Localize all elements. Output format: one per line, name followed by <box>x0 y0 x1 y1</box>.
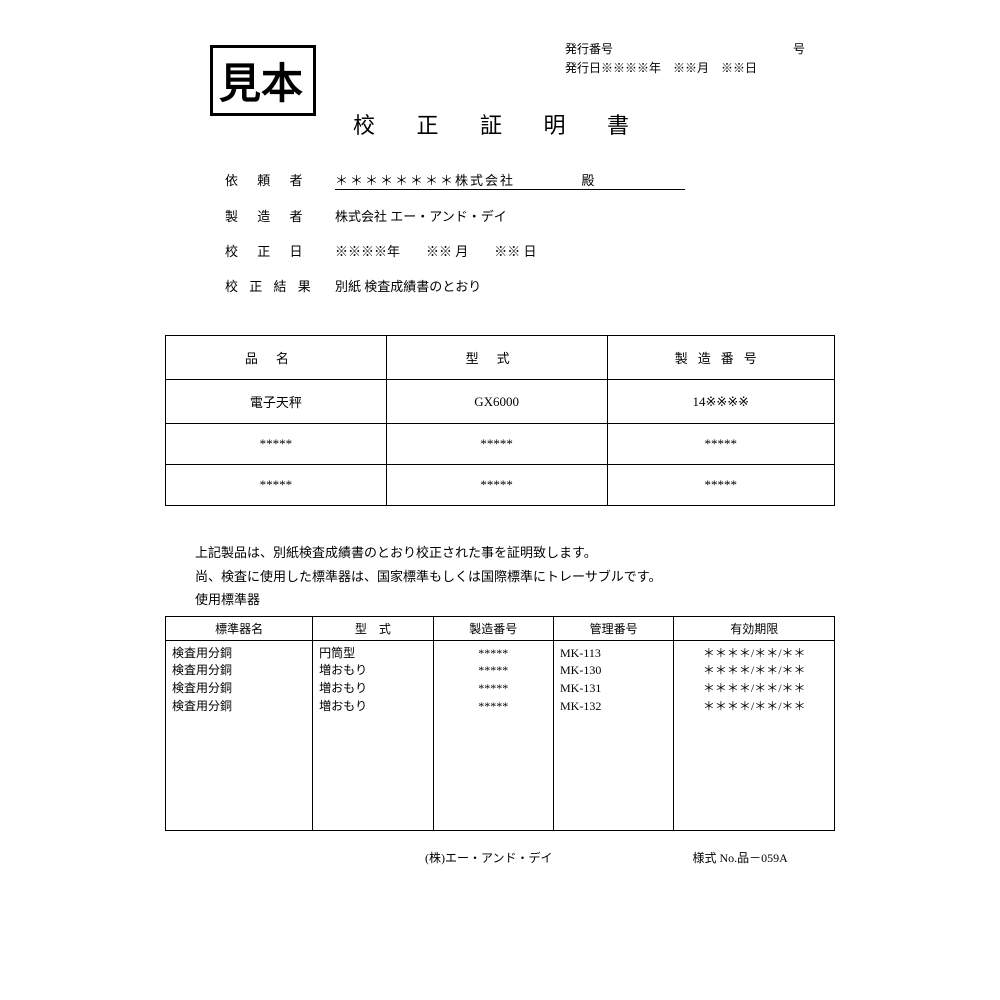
cell: 14※※※※ <box>607 380 834 424</box>
table-row: 電子天秤 GX6000 14※※※※ <box>166 380 835 424</box>
issue-no-suffix: 号 <box>793 40 805 59</box>
cell: 電子天秤 <box>166 380 387 424</box>
header-right: 発行番号 号 発行日 ※※※※年 ※※月 ※※日 <box>565 40 835 78</box>
cell: ***** <box>440 680 547 697</box>
std-col-model: 型 式 <box>313 616 433 640</box>
cell: ***** <box>386 465 607 506</box>
manufacturer-label: 製 造 者 <box>225 206 335 225</box>
requester-value: ＊＊＊＊＊＊＊＊株式会社 <box>335 173 515 188</box>
requester-suffix: 殿 <box>582 173 595 188</box>
cell: 円筒型 <box>319 645 426 662</box>
cell: 検査用分銅 <box>172 698 306 715</box>
footer: (株)エー・アンド・デイ 様式 No.品－059A <box>165 849 835 866</box>
std-body-exp: ＊＊＊＊/＊＊/＊＊ ＊＊＊＊/＊＊/＊＊ ＊＊＊＊/＊＊/＊＊ ＊＊＊＊/＊＊… <box>674 640 835 830</box>
std-body-mgmt: MK-113 MK-130 MK-131 MK-132 <box>553 640 673 830</box>
std-col-mgmt: 管理番号 <box>553 616 673 640</box>
footer-company: (株)エー・アンド・デイ <box>425 849 553 866</box>
result-label: 校 正 結 果 <box>225 276 335 295</box>
issue-no-label: 発行番号 <box>565 40 613 59</box>
cell: ***** <box>440 645 547 662</box>
standards-table: 標準器名 型 式 製造番号 管理番号 有効期限 検査用分銅 検査用分銅 検査用分… <box>165 616 835 831</box>
cell: 増おもり <box>319 680 426 697</box>
cell: ＊＊＊＊/＊＊/＊＊ <box>680 662 828 679</box>
cell: MK-132 <box>560 698 667 715</box>
cell: ***** <box>607 424 834 465</box>
footer-form: 様式 No.品－059A <box>693 849 788 866</box>
cell: 増おもり <box>319 662 426 679</box>
document-title: 校 正 証 明 書 <box>165 108 835 140</box>
cell: 検査用分銅 <box>172 662 306 679</box>
table-row: 検査用分銅 検査用分銅 検査用分銅 検査用分銅 円筒型 増おもり 増おもり 増お… <box>166 640 835 830</box>
cal-date-value: ※※※※年 ※※ 月 ※※ 日 <box>335 241 835 260</box>
issue-date-value: ※※※※年 ※※月 ※※日 <box>601 59 757 78</box>
cell: MK-131 <box>560 680 667 697</box>
cell: 検査用分銅 <box>172 645 306 662</box>
cert-line2: 尚、検査に使用した標準器は、国家標準もしくは国際標準にトレーサブルです。 <box>195 565 835 588</box>
cell: MK-130 <box>560 662 667 679</box>
manufacturer-value: 株式会社 エー・アンド・デイ <box>335 206 835 225</box>
cell: 増おもり <box>319 698 426 715</box>
cell: 検査用分銅 <box>172 680 306 697</box>
cell: ***** <box>607 465 834 506</box>
requester-label: 依 頼 者 <box>225 170 335 189</box>
cell: ***** <box>440 662 547 679</box>
table-row: ***** ***** ***** <box>166 424 835 465</box>
col-name: 品名 <box>166 336 387 380</box>
page-container: 発行番号 号 発行日 ※※※※年 ※※月 ※※日 校 正 証 明 書 依 頼 者… <box>165 0 835 866</box>
std-col-exp: 有効期限 <box>674 616 835 640</box>
info-block: 依 頼 者 ＊＊＊＊＊＊＊＊株式会社 殿 製 造 者 株式会社 エー・アンド・デ… <box>225 170 835 295</box>
std-body-model: 円筒型 増おもり 増おもり 増おもり <box>313 640 433 830</box>
cell: ＊＊＊＊/＊＊/＊＊ <box>680 698 828 715</box>
std-body-name: 検査用分銅 検査用分銅 検査用分銅 検査用分銅 <box>166 640 313 830</box>
std-body-serial: ***** ***** ***** ***** <box>433 640 553 830</box>
cell: GX6000 <box>386 380 607 424</box>
std-label: 使用標準器 <box>195 588 835 611</box>
cert-text: 上記製品は、別紙検査成績書のとおり校正された事を証明致します。 尚、検査に使用し… <box>195 541 835 611</box>
cell: ***** <box>166 424 387 465</box>
std-col-name: 標準器名 <box>166 616 313 640</box>
cell: ＊＊＊＊/＊＊/＊＊ <box>680 680 828 697</box>
table-row: 品名 型式 製造番号 <box>166 336 835 380</box>
cert-line1: 上記製品は、別紙検査成績書のとおり校正された事を証明致します。 <box>195 541 835 564</box>
cell: ***** <box>386 424 607 465</box>
result-value: 別紙 検査成績書のとおり <box>335 276 835 295</box>
product-table: 品名 型式 製造番号 電子天秤 GX6000 14※※※※ ***** ****… <box>165 335 835 506</box>
issue-date-label: 発行日 <box>565 59 601 78</box>
table-row: ***** ***** ***** <box>166 465 835 506</box>
cell: ***** <box>166 465 387 506</box>
cell: MK-113 <box>560 645 667 662</box>
col-model: 型式 <box>386 336 607 380</box>
std-col-serial: 製造番号 <box>433 616 553 640</box>
cal-date-label: 校 正 日 <box>225 241 335 260</box>
cell: ＊＊＊＊/＊＊/＊＊ <box>680 645 828 662</box>
col-serial: 製造番号 <box>607 336 834 380</box>
table-row: 標準器名 型 式 製造番号 管理番号 有効期限 <box>166 616 835 640</box>
cell: ***** <box>440 698 547 715</box>
